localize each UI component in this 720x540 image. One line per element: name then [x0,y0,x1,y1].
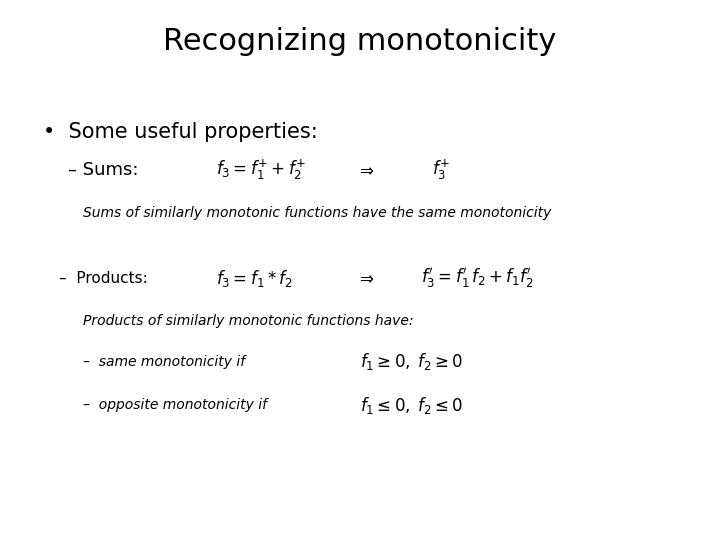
Text: $f_3 = f_1 * f_2$: $f_3 = f_1 * f_2$ [216,268,293,288]
Text: $f_1 \leq 0, \; f_2 \leq 0$: $f_1 \leq 0, \; f_2 \leq 0$ [360,395,464,415]
Text: –  opposite monotonicity if: – opposite monotonicity if [83,398,267,412]
Text: Products of similarly monotonic functions have:: Products of similarly monotonic function… [83,314,413,328]
Text: –  Products:: – Products: [59,271,148,286]
Text: $f_3' = f_1'\, f_2 + f_1 f_2'$: $f_3' = f_1'\, f_2 + f_1 f_2'$ [421,266,534,290]
Text: Recognizing monotonicity: Recognizing monotonicity [163,27,557,56]
Text: Sums of similarly monotonic functions have the same monotonicity: Sums of similarly monotonic functions ha… [83,206,552,220]
Text: $f_1 \geq 0, \; f_2 \geq 0$: $f_1 \geq 0, \; f_2 \geq 0$ [360,352,464,372]
Text: $f_3 = f_1^{+} + f_2^{+}$: $f_3 = f_1^{+} + f_2^{+}$ [216,158,306,182]
Text: •  Some useful properties:: • Some useful properties: [43,122,318,141]
Text: – Sums:: – Sums: [68,161,139,179]
Text: $\Rightarrow$: $\Rightarrow$ [356,269,375,287]
Text: $f_3^{+}$: $f_3^{+}$ [432,158,450,182]
Text: –  same monotonicity if: – same monotonicity if [83,355,245,369]
Text: $\Rightarrow$: $\Rightarrow$ [356,161,375,179]
